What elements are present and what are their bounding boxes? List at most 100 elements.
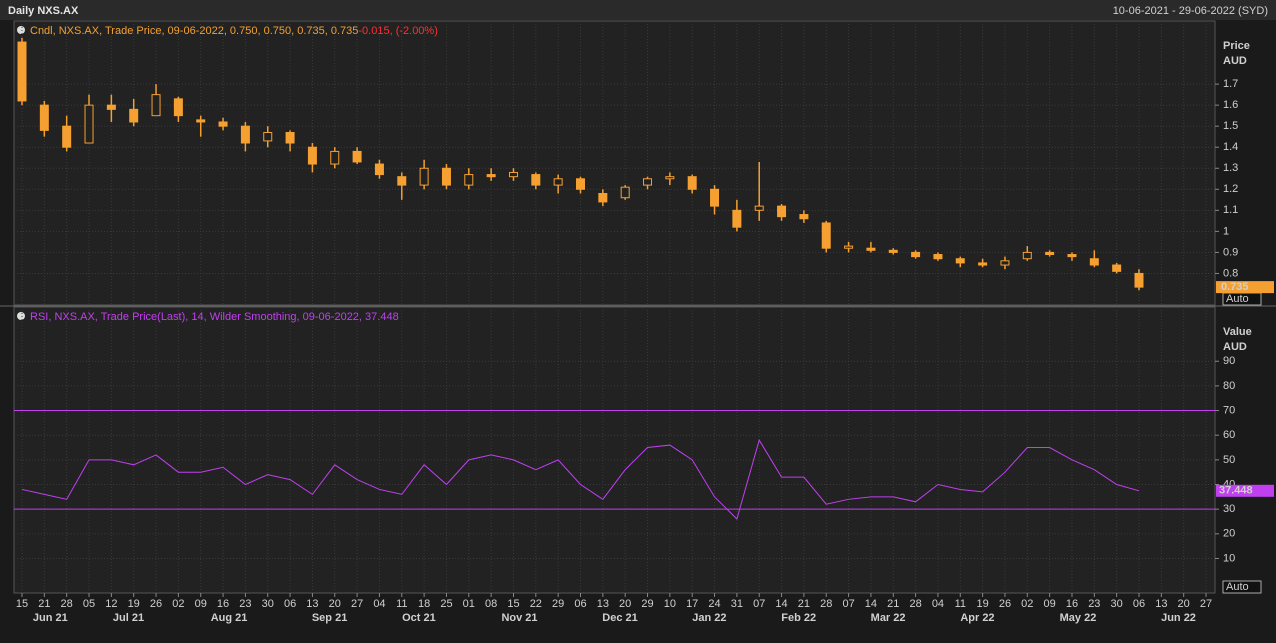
- x-tick-label: 24: [708, 598, 720, 610]
- candle-body: [307, 146, 317, 165]
- x-tick-label: 27: [351, 598, 363, 610]
- candle-body: [441, 167, 451, 186]
- candle-body: [933, 254, 943, 260]
- candle-body: [955, 258, 965, 264]
- month-label: Jun 22: [1161, 612, 1196, 624]
- candle-body: [1045, 251, 1055, 256]
- legend-icon[interactable]: [17, 26, 25, 34]
- candle-body: [173, 98, 183, 117]
- y-tick-label: 10: [1223, 552, 1235, 564]
- x-tick-label: 29: [641, 598, 653, 610]
- y-tick-label: 1.3: [1223, 162, 1238, 174]
- candle-body: [106, 104, 116, 110]
- y-tick-label: 1: [1223, 225, 1229, 237]
- y-tick-label: 1.4: [1223, 141, 1238, 153]
- candle-body: [330, 150, 340, 165]
- month-label: Oct 21: [402, 612, 436, 624]
- x-tick-label: 06: [574, 598, 586, 610]
- x-tick-label: 06: [1133, 598, 1145, 610]
- x-tick-label: 06: [284, 598, 296, 610]
- price-panel: [13, 20, 1216, 306]
- candle-body: [978, 262, 988, 266]
- candle-body: [62, 125, 72, 148]
- y-tick-label: 1.5: [1223, 120, 1238, 132]
- candle-body: [553, 178, 563, 186]
- x-tick-label: 28: [61, 598, 73, 610]
- candle-body: [1089, 258, 1099, 266]
- axis-label: Price: [1223, 40, 1250, 52]
- month-label: Dec 21: [602, 612, 637, 624]
- scale-button[interactable]: [1222, 580, 1262, 594]
- candle-body: [687, 176, 697, 190]
- x-tick-label: 26: [150, 598, 162, 610]
- x-tick-label: 12: [105, 598, 117, 610]
- candle-body: [419, 167, 429, 186]
- candle-body: [285, 131, 295, 144]
- month-label: Nov 21: [501, 612, 537, 624]
- x-tick-label: 09: [1044, 598, 1056, 610]
- axis-label: Value: [1223, 326, 1252, 338]
- candle-body: [643, 178, 653, 186]
- legend: RSI, NXS.AX, Trade Price(Last), 14, Wild…: [30, 311, 399, 323]
- legend-icon[interactable]: [17, 312, 25, 320]
- x-tick-label: 21: [38, 598, 50, 610]
- month-label: May 22: [1060, 612, 1097, 624]
- candle-body: [240, 125, 250, 144]
- candle-body: [151, 94, 161, 117]
- y-tick-label: 70: [1223, 404, 1235, 416]
- candle-body: [799, 214, 809, 220]
- y-tick-label: 20: [1223, 528, 1235, 540]
- x-tick-label: 13: [306, 598, 318, 610]
- y-tick-label: 1.7: [1223, 78, 1238, 90]
- candle-body: [710, 188, 720, 207]
- candle-body: [508, 171, 518, 178]
- x-tick-label: 20: [1178, 598, 1190, 610]
- month-label: Aug 21: [211, 612, 248, 624]
- x-tick-label: 23: [239, 598, 251, 610]
- x-tick-label: 25: [440, 598, 452, 610]
- candle-body: [397, 176, 407, 186]
- candle-body: [1134, 272, 1144, 288]
- candle-body: [39, 104, 49, 131]
- x-tick-label: 27: [1200, 598, 1212, 610]
- candle-body: [1022, 251, 1032, 260]
- x-tick-label: 04: [373, 598, 385, 610]
- candle-body: [777, 205, 787, 218]
- x-tick-label: 19: [128, 598, 140, 610]
- month-label: Jul 21: [113, 612, 144, 624]
- x-tick-label: 05: [83, 598, 95, 610]
- x-tick-label: 22: [530, 598, 542, 610]
- candle-body: [263, 131, 273, 142]
- y-tick-label: 1.1: [1223, 204, 1238, 216]
- candle-body: [866, 247, 876, 251]
- y-tick-label: 30: [1223, 503, 1235, 515]
- last-value-label: 0.735: [1221, 281, 1249, 293]
- x-tick-label: 11: [955, 598, 966, 610]
- x-tick-label: 30: [1111, 598, 1123, 610]
- x-tick-label: 10: [664, 598, 676, 610]
- candle-body: [911, 251, 921, 258]
- candle-body: [821, 222, 831, 249]
- x-tick-label: 28: [820, 598, 832, 610]
- x-tick-label: 17: [686, 598, 698, 610]
- x-tick-label: 20: [329, 598, 341, 610]
- candle-body: [598, 193, 608, 203]
- x-tick-label: 21: [887, 598, 899, 610]
- candle-body: [888, 249, 898, 253]
- x-tick-label: 07: [842, 598, 854, 610]
- y-tick-label: 80: [1223, 380, 1235, 392]
- candle-body: [17, 41, 27, 102]
- axis-label: AUD: [1223, 341, 1247, 353]
- month-label: Jun 21: [33, 612, 68, 624]
- candle-body: [1112, 264, 1122, 272]
- scale-button-label: Auto: [1226, 293, 1249, 305]
- x-tick-label: 02: [172, 598, 184, 610]
- date-range: 10-06-2021 - 29-06-2022 (SYD): [1113, 5, 1268, 17]
- month-label: Sep 21: [312, 612, 347, 624]
- month-label: Apr 22: [960, 612, 994, 624]
- x-tick-label: 30: [262, 598, 274, 610]
- x-tick-label: 23: [1088, 598, 1100, 610]
- month-label: Jan 22: [692, 612, 726, 624]
- month-label: Mar 22: [871, 612, 906, 624]
